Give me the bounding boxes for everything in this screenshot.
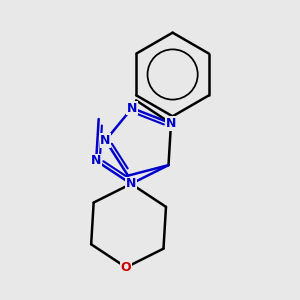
Text: N: N <box>166 117 176 130</box>
Text: O: O <box>121 261 131 274</box>
Text: N: N <box>126 177 136 190</box>
Text: N: N <box>127 102 137 115</box>
Text: N: N <box>100 134 111 147</box>
Text: N: N <box>91 154 101 167</box>
Text: N: N <box>126 177 136 190</box>
